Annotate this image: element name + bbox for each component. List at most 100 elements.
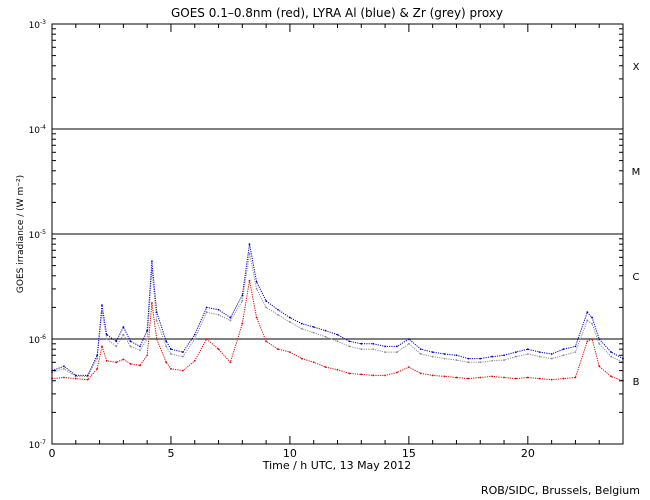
- data-point: [122, 333, 125, 336]
- y-tick-label: 10-3: [29, 19, 47, 31]
- data-point: [467, 361, 470, 364]
- data-point: [289, 316, 291, 319]
- data-point: [591, 338, 593, 340]
- data-point: [372, 348, 375, 351]
- data-point: [170, 353, 172, 355]
- data-point: [300, 327, 303, 330]
- data-point: [598, 342, 601, 345]
- data-point: [165, 340, 168, 343]
- data-point: [193, 338, 196, 340]
- data-point: [467, 377, 470, 380]
- data-point: [455, 376, 458, 379]
- data-point: [360, 373, 363, 376]
- data-point: [591, 316, 593, 319]
- data-point: [122, 326, 125, 328]
- x-tick-label: 5: [167, 447, 174, 460]
- data-point: [515, 377, 517, 380]
- data-point: [610, 355, 613, 358]
- data-point: [550, 353, 553, 355]
- data-point: [248, 279, 251, 282]
- series-line: [51, 244, 624, 376]
- data-point: [62, 365, 65, 368]
- data-point: [205, 306, 208, 309]
- data-point: [574, 376, 577, 379]
- data-point: [105, 338, 108, 340]
- data-point: [193, 359, 196, 362]
- data-point: [170, 367, 172, 370]
- data-point: [146, 354, 149, 357]
- data-point: [229, 319, 232, 322]
- data-point: [591, 322, 593, 325]
- data-point: [610, 375, 613, 378]
- data-point: [324, 366, 327, 368]
- series-goes-0-1-0-8nm: [51, 279, 624, 382]
- flare-class-labels: B C M X: [632, 62, 641, 388]
- data-point: [407, 338, 410, 340]
- plot-marks: [51, 128, 624, 382]
- x-tick-label: 10: [283, 447, 297, 460]
- data-point: [74, 377, 77, 380]
- data-point: [372, 342, 375, 345]
- data-point: [217, 348, 220, 351]
- data-point: [526, 348, 529, 351]
- data-point: [479, 357, 482, 360]
- data-point: [419, 348, 422, 351]
- data-point: [550, 378, 553, 381]
- data-point: [74, 374, 77, 377]
- data-point: [193, 333, 196, 336]
- data-point: [115, 340, 118, 343]
- x-axis: 0 5 10 15 20: [49, 24, 624, 460]
- data-point: [467, 357, 470, 360]
- data-point: [241, 294, 244, 297]
- data-point: [491, 355, 494, 358]
- data-point: [300, 322, 303, 325]
- data-point: [170, 348, 172, 351]
- data-point: [586, 319, 589, 322]
- data-point: [443, 375, 446, 378]
- data-point: [139, 345, 141, 348]
- data-point: [348, 340, 351, 343]
- data-point: [151, 302, 153, 304]
- data-point: [248, 252, 251, 255]
- data-point: [336, 340, 339, 343]
- data-point: [562, 354, 565, 357]
- data-point: [503, 354, 505, 357]
- data-point: [255, 288, 258, 290]
- data-point: [155, 319, 158, 322]
- data-point: [324, 329, 327, 332]
- data-point: [491, 359, 494, 362]
- data-point: [265, 300, 268, 302]
- data-point: [503, 376, 505, 379]
- data-point: [372, 374, 375, 377]
- data-point: [550, 357, 553, 360]
- data-point: [241, 322, 244, 325]
- x-tick-label: 15: [402, 447, 416, 460]
- data-point: [122, 358, 125, 361]
- data-point: [146, 329, 149, 332]
- data-point: [181, 355, 184, 358]
- data-point: [419, 353, 422, 355]
- data-point: [348, 372, 351, 375]
- x-tick-label: 20: [521, 447, 535, 460]
- data-point: [396, 345, 398, 348]
- data-point: [515, 355, 517, 358]
- data-point: [419, 372, 422, 375]
- data-point: [562, 348, 565, 351]
- data-point: [384, 351, 386, 354]
- data-point: [277, 308, 279, 311]
- data-point: [455, 359, 458, 361]
- data-point: [101, 304, 103, 307]
- x-tick-label: 0: [49, 447, 56, 460]
- data-point: [431, 351, 434, 354]
- data-point: [289, 351, 291, 354]
- data-point: [574, 345, 577, 348]
- data-point: [289, 321, 291, 323]
- data-point: [538, 351, 541, 354]
- data-point: [503, 359, 505, 361]
- data-point: [129, 340, 132, 343]
- data-point: [86, 378, 89, 381]
- y-tick-label: 10-5: [29, 229, 47, 241]
- data-point: [431, 355, 434, 358]
- data-point: [526, 353, 529, 355]
